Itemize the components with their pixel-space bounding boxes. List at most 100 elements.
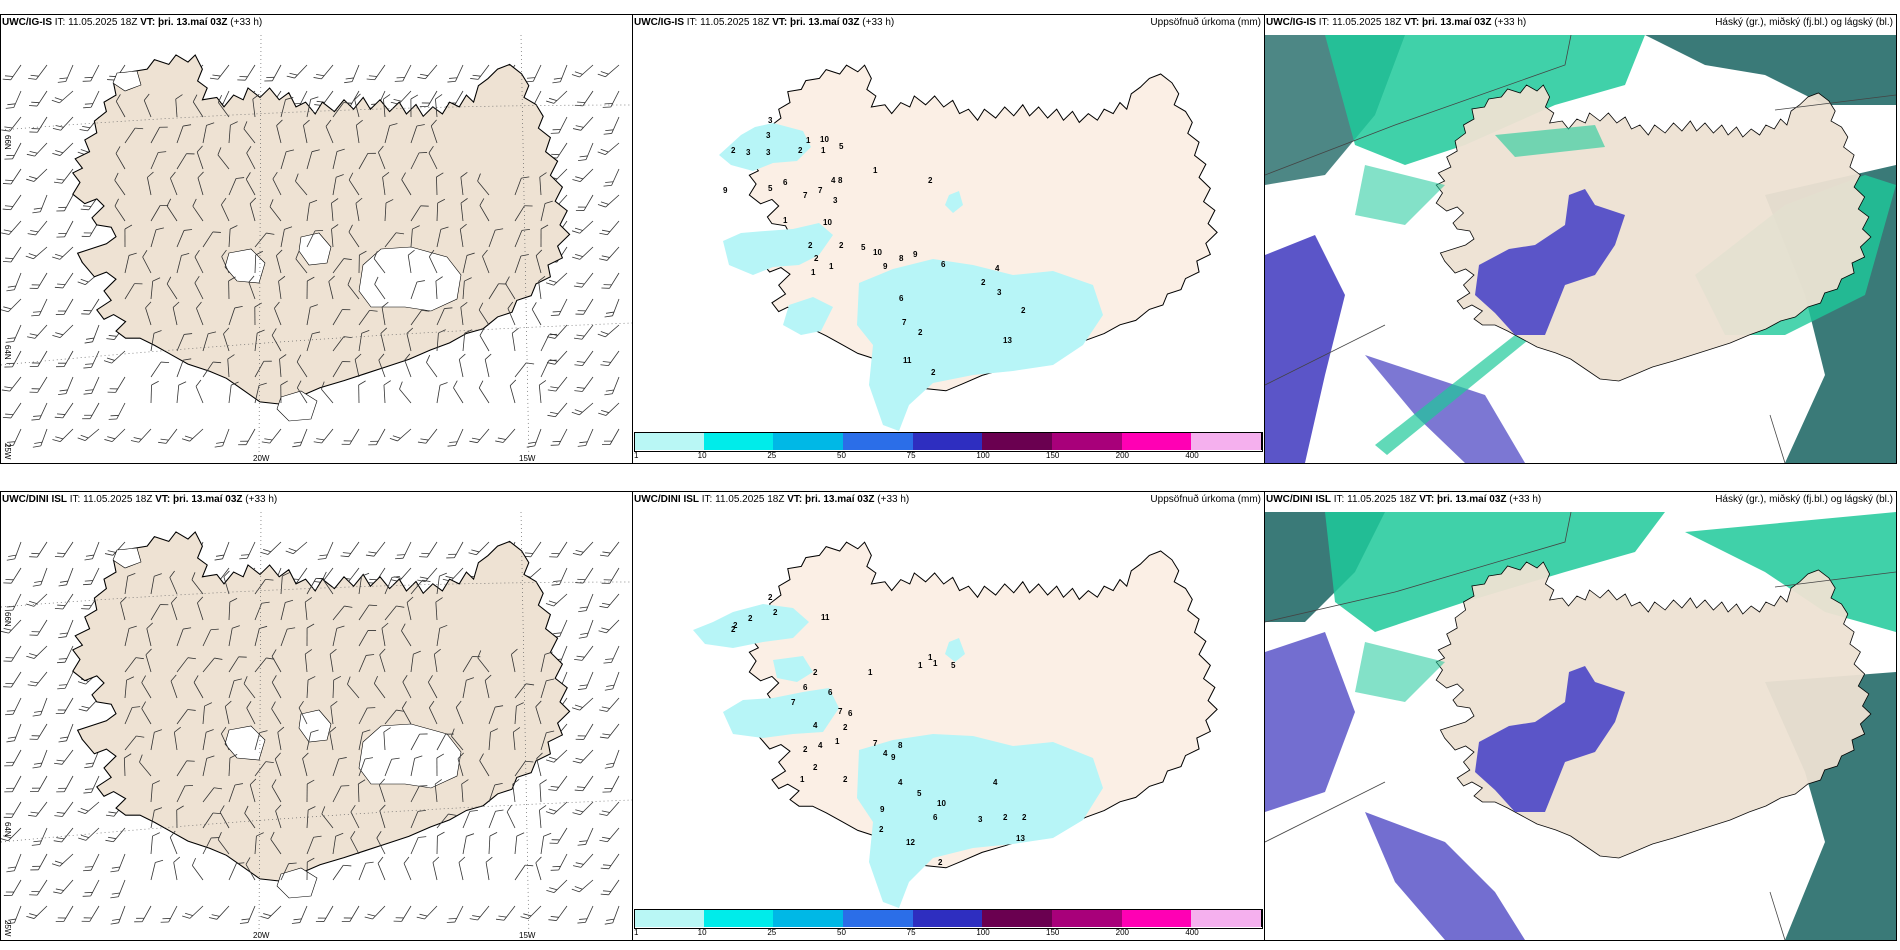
- wind-barb: [227, 354, 235, 378]
- wind-barb: [150, 604, 169, 621]
- wind-barb: [176, 358, 192, 378]
- wind-barb: [196, 301, 204, 326]
- wind-barb: [539, 779, 547, 803]
- precip-value: 1: [933, 659, 938, 668]
- wind-barb: [601, 272, 620, 289]
- wind-barb: [459, 223, 467, 248]
- wind-barb: [228, 276, 236, 300]
- wind-barb: [549, 827, 568, 844]
- wind-barb: [436, 198, 446, 222]
- wind-barb: [1, 376, 22, 392]
- panel-precip-bottom: UWC/DINI ISL IT: 11.05.2025 18Z VT: þri.…: [632, 491, 1265, 941]
- precip-areas: [719, 123, 1103, 431]
- cloud-mid: [1355, 165, 1445, 225]
- wind-barb: [469, 428, 490, 444]
- colorbar-tick: 100: [976, 928, 990, 937]
- wind-barb: [29, 376, 48, 393]
- wind-barb: [277, 726, 285, 751]
- wind-barb: [572, 801, 594, 816]
- wind-barb: [261, 428, 282, 444]
- precip-value: 13: [1003, 336, 1012, 345]
- wind-barb: [378, 778, 386, 803]
- wind-barb: [572, 749, 594, 764]
- wind-barb: [130, 428, 152, 443]
- wind-barb: [306, 857, 315, 881]
- wind-barb: [514, 760, 534, 777]
- wind-barb: [271, 675, 282, 699]
- wind-barb: [304, 649, 313, 673]
- wind-barb: [511, 327, 519, 352]
- precip-value: 1: [821, 146, 826, 155]
- wind-barb: [597, 64, 620, 78]
- wind-barb: [173, 856, 181, 881]
- wind-barb: [384, 709, 405, 725]
- wind-barb: [6, 853, 22, 873]
- graticule: [1, 512, 632, 940]
- precip-value: 7: [803, 191, 808, 200]
- wind-barb: [245, 857, 256, 881]
- wind-barb: [315, 905, 334, 922]
- wind-barb: [539, 805, 547, 829]
- wind-barb: [379, 648, 386, 673]
- wind-barb: [460, 301, 468, 326]
- wind-barb: [82, 64, 100, 82]
- wind-barb: [383, 380, 391, 404]
- wind-barb: [407, 249, 415, 274]
- wind-barb: [597, 324, 620, 338]
- wind-barb: [552, 64, 568, 84]
- wind-barb: [578, 619, 594, 639]
- wind-barb: [540, 678, 555, 699]
- precip-value: 5: [861, 243, 866, 252]
- wind-barb: [304, 597, 313, 621]
- wind-barb: [462, 329, 473, 352]
- panel-header: UWC/IG-IS IT: 11.05.2025 18Z VT: þri. 13…: [2, 17, 263, 28]
- wind-barb: [332, 675, 342, 699]
- wind-barb: [25, 246, 48, 260]
- wind-barb: [2, 194, 22, 211]
- wind-barb: [228, 754, 238, 777]
- wind-barb: [192, 94, 204, 118]
- precip-value: 1: [829, 262, 834, 271]
- wind-barb: [202, 729, 214, 751]
- wind-barb: [182, 905, 204, 919]
- wind-barb: [488, 228, 504, 248]
- wind-barb: [306, 779, 315, 803]
- wind-barb: [477, 650, 490, 673]
- wind-barb: [292, 428, 308, 448]
- cloud-low: [1265, 235, 1345, 463]
- wind-barb: [280, 97, 294, 118]
- wind-barb: [328, 275, 335, 300]
- wind-barb: [54, 593, 74, 610]
- wind-barb: [455, 700, 464, 725]
- wind-barb: [104, 428, 126, 443]
- colorbar-tick: 50: [837, 451, 846, 460]
- wind-barb: [29, 90, 48, 107]
- wind-barb: [332, 785, 350, 803]
- wind-barb: [341, 428, 360, 445]
- panel-cloud-top: UWC/IG-IS IT: 11.05.2025 18Z VT: þri. 13…: [1264, 14, 1897, 464]
- wind-barb: [535, 700, 542, 725]
- wind-barb: [384, 757, 400, 777]
- wind-barb: [29, 116, 48, 133]
- wind-barb: [599, 801, 620, 816]
- wind-barb: [571, 220, 594, 234]
- wind-barb: [214, 541, 230, 561]
- wind-barb: [377, 145, 386, 170]
- wind-barb: [447, 64, 464, 83]
- wind-barb: [160, 905, 178, 923]
- wind-barb: [181, 428, 204, 442]
- precip-value: 10: [820, 135, 829, 144]
- precip-value: 12: [906, 838, 915, 847]
- wind-barb: [436, 831, 445, 855]
- wind-barb: [124, 283, 143, 300]
- precip-value: 6: [941, 260, 946, 269]
- wind-barb: [249, 197, 257, 222]
- wind-barb: [81, 298, 100, 315]
- wind-barb: [348, 172, 360, 196]
- wind-barb: [192, 198, 204, 222]
- cloud-mid: [1685, 512, 1896, 632]
- lat-label-66: 66N: [3, 612, 12, 627]
- precip-value: 9: [723, 186, 728, 195]
- wind-barb: [573, 324, 594, 340]
